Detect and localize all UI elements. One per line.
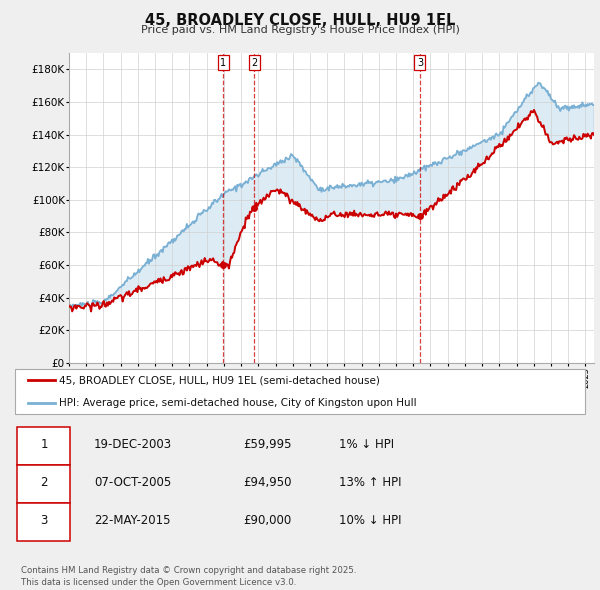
- Text: 22-MAY-2015: 22-MAY-2015: [94, 514, 170, 527]
- Text: 1: 1: [40, 438, 47, 451]
- Text: 45, BROADLEY CLOSE, HULL, HU9 1EL: 45, BROADLEY CLOSE, HULL, HU9 1EL: [145, 13, 455, 28]
- Text: 3: 3: [40, 514, 47, 527]
- Text: £90,000: £90,000: [244, 514, 292, 527]
- Text: 2: 2: [40, 476, 47, 489]
- Text: Contains HM Land Registry data © Crown copyright and database right 2025.
This d: Contains HM Land Registry data © Crown c…: [21, 566, 356, 587]
- Text: Price paid vs. HM Land Registry's House Price Index (HPI): Price paid vs. HM Land Registry's House …: [140, 25, 460, 35]
- Text: 13% ↑ HPI: 13% ↑ HPI: [340, 476, 402, 489]
- Text: 19-DEC-2003: 19-DEC-2003: [94, 438, 172, 451]
- Text: 1: 1: [220, 58, 226, 68]
- Text: £94,950: £94,950: [244, 476, 292, 489]
- FancyBboxPatch shape: [17, 464, 70, 503]
- Text: 45, BROADLEY CLOSE, HULL, HU9 1EL (semi-detached house): 45, BROADLEY CLOSE, HULL, HU9 1EL (semi-…: [59, 375, 380, 385]
- Text: HPI: Average price, semi-detached house, City of Kingston upon Hull: HPI: Average price, semi-detached house,…: [59, 398, 417, 408]
- FancyBboxPatch shape: [15, 369, 585, 415]
- Text: £59,995: £59,995: [244, 438, 292, 451]
- Text: 07-OCT-2005: 07-OCT-2005: [94, 476, 172, 489]
- Text: 1% ↓ HPI: 1% ↓ HPI: [340, 438, 395, 451]
- FancyBboxPatch shape: [17, 503, 70, 540]
- Text: 3: 3: [417, 58, 423, 68]
- Text: 2: 2: [251, 58, 257, 68]
- Text: 10% ↓ HPI: 10% ↓ HPI: [340, 514, 402, 527]
- FancyBboxPatch shape: [17, 427, 70, 464]
